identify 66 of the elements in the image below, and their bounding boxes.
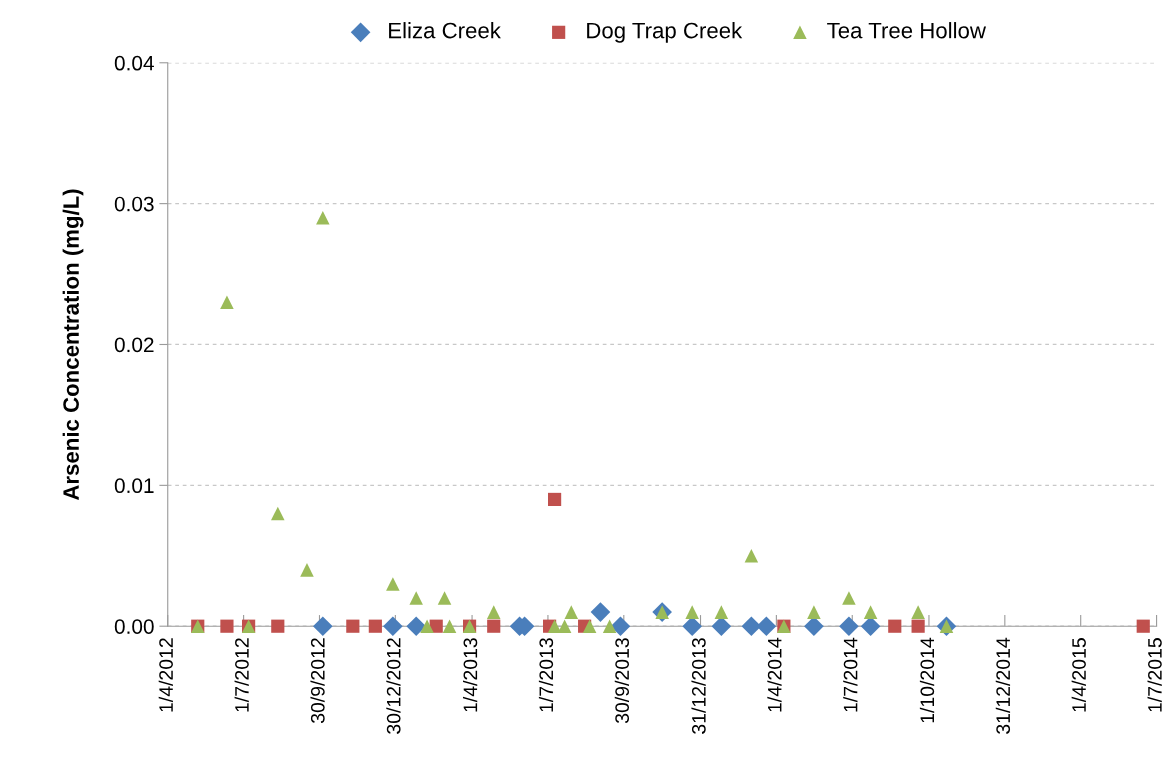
x-tick-label: 1/4/2014 (767, 637, 782, 712)
point (442, 619, 457, 633)
x-tick-label: 30/9/2013 (614, 638, 630, 724)
point (300, 563, 314, 577)
point (804, 616, 824, 637)
point (548, 492, 562, 507)
point (741, 616, 762, 637)
point (316, 210, 330, 225)
point (486, 605, 501, 619)
x-tick-label: 30/12/2012 (386, 638, 401, 734)
point (220, 295, 234, 309)
point (409, 591, 423, 605)
point (711, 616, 732, 637)
point (547, 619, 562, 633)
point (564, 605, 579, 619)
point (590, 602, 611, 622)
x-tick-label: 1/4/2012 (158, 638, 173, 712)
point (602, 619, 617, 633)
x-tick-label: 1/4/2015 (1071, 638, 1086, 712)
x-tick-label: 1/7/2014 (843, 637, 858, 712)
point (888, 619, 902, 633)
x-tick-label: 31/12/2014 (995, 637, 1011, 734)
y-tick-label: 0.01 (114, 478, 154, 494)
y-tick-label: 0.04 (114, 55, 154, 71)
point (271, 619, 285, 633)
point (420, 619, 434, 633)
point (437, 591, 452, 605)
point (557, 619, 572, 633)
point (406, 616, 427, 637)
point (744, 549, 759, 563)
legend-label: Eliza Creek (389, 22, 501, 39)
x-tick-label: 31/12/2013 (691, 638, 706, 734)
point (842, 591, 856, 605)
x-tick-label: 1/10/2014 (919, 637, 935, 723)
x-tick-label: 1/7/2015 (1147, 638, 1162, 712)
point (383, 616, 403, 637)
point (685, 605, 699, 619)
point (682, 616, 702, 637)
y-tick-label: 0.02 (114, 337, 154, 353)
point (756, 616, 777, 637)
point (911, 619, 925, 633)
point (346, 619, 360, 633)
x-tick-label: 1/7/2013 (538, 638, 554, 712)
point (610, 616, 631, 637)
y-axis-title: Arsenic Concentration (mg/L) (62, 189, 84, 501)
legend-label: Tea Tree Hollow (827, 22, 986, 39)
legend-label: Dog Trap Creek (587, 22, 743, 43)
x-tick-label: 1/4/2013 (463, 638, 478, 712)
x-tick-label: 1/7/2012 (234, 638, 249, 712)
point (863, 605, 878, 619)
point (386, 577, 400, 591)
point (860, 616, 881, 637)
point (487, 619, 501, 633)
point (313, 616, 333, 637)
x-tick-label: 30/9/2012 (310, 638, 325, 724)
point (368, 619, 382, 633)
point (839, 616, 859, 637)
point (1136, 619, 1150, 633)
point (911, 605, 925, 619)
y-tick-label: 0.03 (114, 196, 154, 212)
point (807, 605, 821, 619)
y-tick-label: 0.00 (114, 619, 154, 634)
point (220, 619, 234, 633)
point (714, 605, 729, 619)
point (582, 619, 597, 633)
point (271, 506, 285, 521)
